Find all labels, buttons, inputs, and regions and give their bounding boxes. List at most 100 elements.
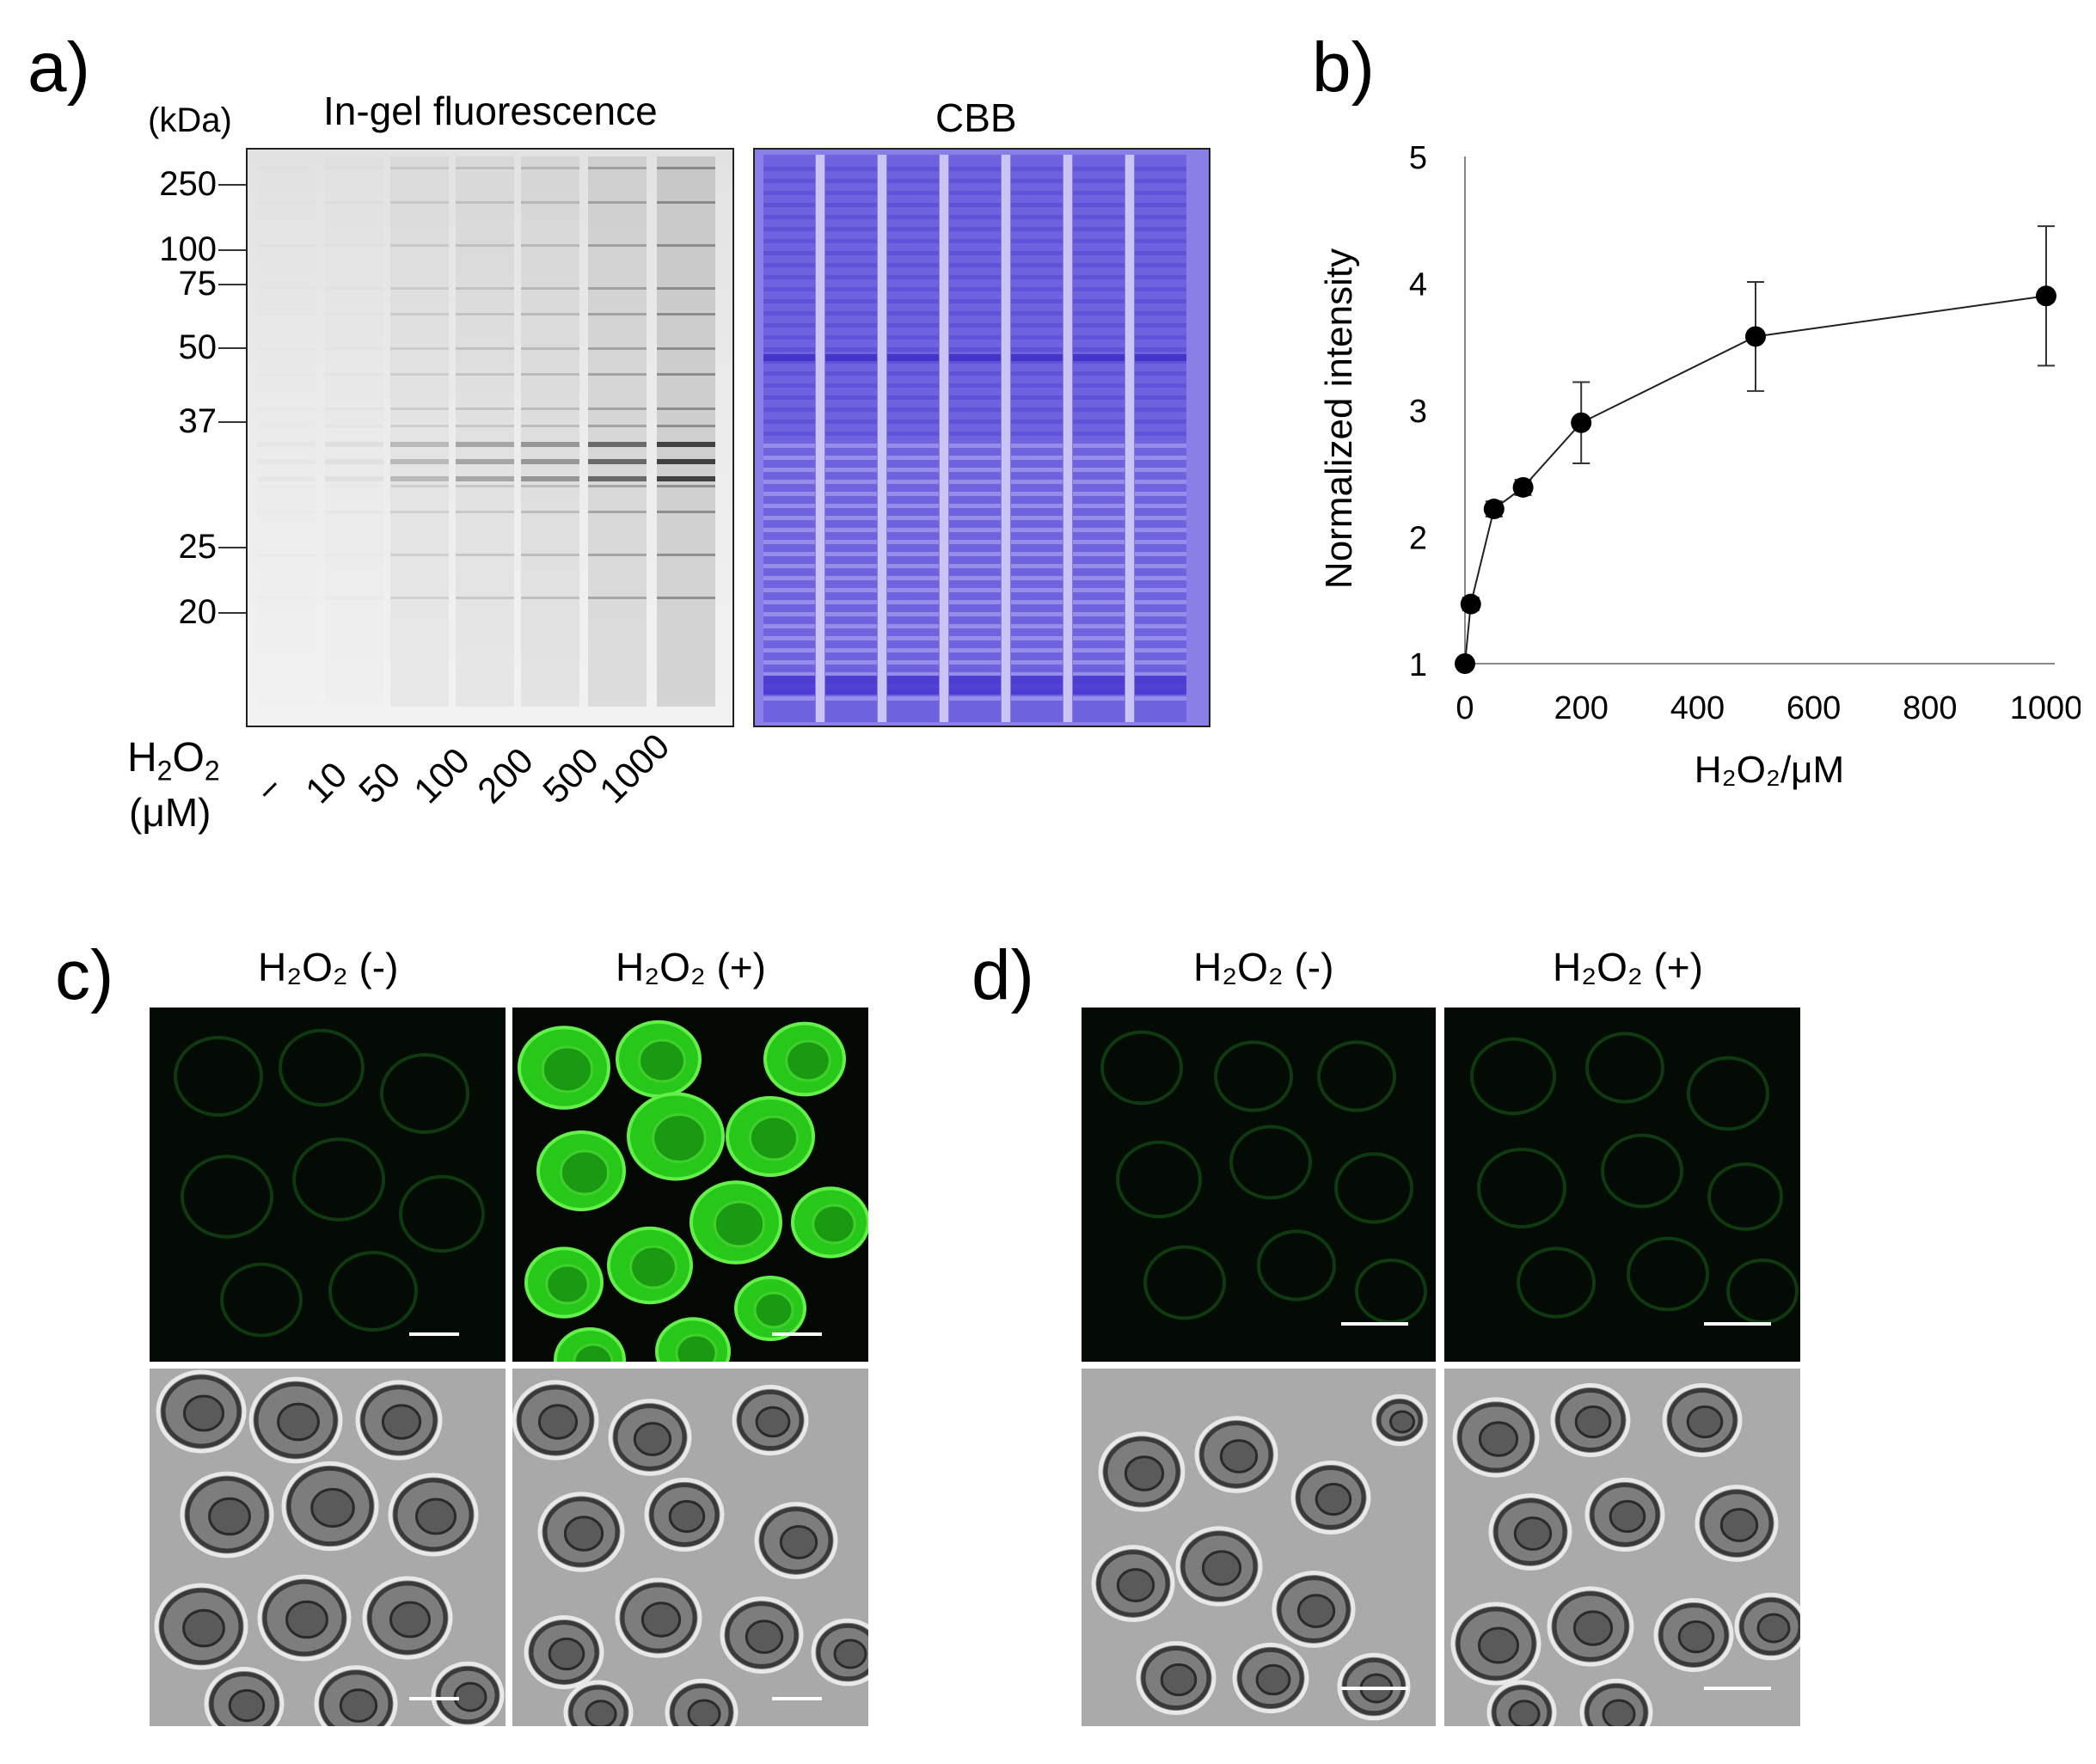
cell xyxy=(248,1376,343,1464)
cbb-lane-1 xyxy=(825,155,877,722)
cell xyxy=(1734,1592,1800,1661)
cell xyxy=(180,1471,274,1559)
cell xyxy=(1452,1397,1540,1478)
mw-tick xyxy=(218,284,246,285)
um-row-label: (μM) xyxy=(129,790,211,835)
cell xyxy=(1687,1056,1769,1131)
cell xyxy=(1477,1148,1566,1228)
d-fluor-pos-image xyxy=(1444,1008,1800,1362)
cell xyxy=(726,1096,815,1177)
panel-c-letter: c) xyxy=(55,936,114,1014)
cell xyxy=(281,1461,379,1552)
c-fluor-pos-svg xyxy=(512,1008,868,1362)
cell xyxy=(720,1596,804,1674)
cbb-lane-3 xyxy=(949,155,1001,722)
cell xyxy=(1653,1598,1734,1672)
cell xyxy=(1214,1040,1293,1112)
mw-marker-50: 50 xyxy=(178,328,218,366)
data-point xyxy=(1571,412,1592,433)
cell xyxy=(431,1661,505,1726)
cell xyxy=(689,1180,782,1265)
y-axis-label: Normalized intensity xyxy=(1318,248,1360,589)
cell xyxy=(154,1583,248,1670)
data-point xyxy=(2036,285,2056,307)
panel-b-letter: b) xyxy=(1312,28,1375,107)
cell xyxy=(156,1369,247,1454)
mw-marker-20: 20 xyxy=(178,593,218,631)
fluor-lane-1 xyxy=(325,442,383,481)
fluor-lane-0 xyxy=(257,156,316,707)
mw-tick xyxy=(218,612,246,614)
x-tick-label: 800 xyxy=(1903,690,1957,726)
cell xyxy=(732,1384,809,1456)
cell xyxy=(518,1026,610,1110)
cell xyxy=(1470,1037,1556,1116)
cbb-lane-2 xyxy=(887,155,939,722)
cell xyxy=(174,1036,263,1117)
cell xyxy=(1143,1245,1226,1320)
cbb-lane-4 xyxy=(1011,155,1063,722)
c-fluor-neg-image xyxy=(150,1008,506,1362)
lane-label-6: 1000 xyxy=(591,726,677,812)
y-tick-label: 2 xyxy=(1409,521,1427,557)
cell xyxy=(204,1667,285,1726)
c-phase-neg-svg xyxy=(150,1369,506,1726)
d-phase-pos-svg xyxy=(1444,1369,1800,1726)
cell xyxy=(563,1680,634,1726)
fluor-lane-2 xyxy=(390,156,449,707)
cell xyxy=(608,1399,692,1476)
data-point xyxy=(1483,499,1505,520)
d-col-pos: H₂O₂ (+) xyxy=(1553,945,1703,989)
mw-tick xyxy=(218,184,246,186)
cell xyxy=(1547,1586,1634,1667)
d-phase-pos-image xyxy=(1444,1369,1800,1726)
mw-tick xyxy=(218,547,246,548)
cell xyxy=(1450,1602,1541,1686)
mw-marker-25: 25 xyxy=(178,528,218,566)
cell xyxy=(734,1276,806,1341)
normalized-intensity-chart: 1 2 3 4 5 0 200 400 600 800 1000 Normalized intens… xyxy=(1318,140,2081,791)
cell xyxy=(791,1186,868,1259)
data-point xyxy=(1460,593,1481,615)
cbb-lane-6 xyxy=(1135,155,1186,722)
cell xyxy=(362,1576,453,1660)
mw-marker-250: 250 xyxy=(159,165,217,203)
cell xyxy=(1272,1571,1356,1648)
cell xyxy=(1098,1431,1186,1512)
c-col-neg: H₂O₂ (-) xyxy=(258,945,399,989)
cell xyxy=(665,1678,739,1726)
cell xyxy=(615,1577,702,1658)
fluor-lane-5 xyxy=(588,156,647,707)
cell xyxy=(1100,1030,1183,1106)
mw-marker-75: 75 xyxy=(178,265,218,303)
cell xyxy=(763,1021,846,1097)
cell xyxy=(1317,1040,1396,1112)
lane-label-4: 200 xyxy=(469,739,541,812)
cell xyxy=(1488,1493,1572,1571)
cell xyxy=(328,1251,418,1332)
panel-a-letter: a) xyxy=(28,28,90,107)
cell xyxy=(1662,1383,1743,1457)
lane-label-3: 100 xyxy=(406,739,477,812)
cell xyxy=(554,1327,626,1362)
c-phase-pos-svg xyxy=(512,1369,868,1726)
fluor-lane-4 xyxy=(521,156,579,707)
y-tick-label: 5 xyxy=(1409,140,1427,176)
cell xyxy=(1116,1140,1202,1219)
cell xyxy=(1136,1641,1217,1715)
cbb-gel-image xyxy=(753,148,1210,727)
cell xyxy=(655,1317,731,1362)
cell xyxy=(1232,1642,1309,1714)
cbb-lane-gap xyxy=(878,155,886,722)
d-fluor-neg-svg xyxy=(1082,1008,1436,1362)
cbb-lane-0 xyxy=(763,155,815,722)
cell xyxy=(220,1262,303,1338)
panel-d-letter: d) xyxy=(971,936,1034,1014)
mw-tick xyxy=(218,421,246,423)
cbb-lane-gap xyxy=(940,155,948,722)
d-col-neg: H₂O₂ (-) xyxy=(1193,945,1334,989)
fluor-gel-svg xyxy=(248,150,732,726)
cell xyxy=(607,1226,693,1305)
h2o2-row-label: H2O2 xyxy=(127,735,220,787)
cbb-title: CBB xyxy=(935,95,1017,140)
